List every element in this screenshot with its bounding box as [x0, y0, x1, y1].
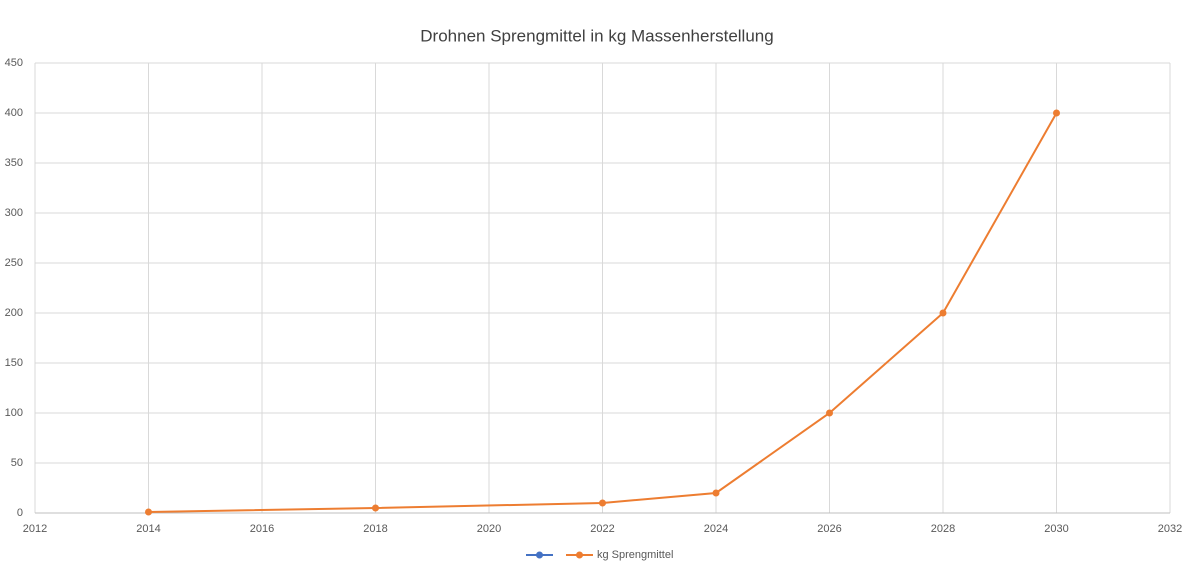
x-tick-label: 2018 [363, 523, 387, 535]
data-point [712, 489, 720, 497]
data-point [145, 508, 152, 516]
x-tick-label: 2022 [590, 523, 614, 535]
y-tick-label: 100 [5, 407, 23, 419]
data-point [1053, 109, 1060, 117]
x-tick-label: 2020 [477, 523, 501, 535]
data-point [826, 409, 833, 417]
data-point [599, 499, 606, 507]
y-tick-label: 50 [11, 457, 23, 469]
x-tick-label: 2026 [817, 523, 841, 535]
y-tick-label: 200 [5, 307, 23, 319]
y-tick-label: 150 [5, 357, 23, 369]
x-tick-label: 2016 [250, 523, 274, 535]
x-tick-label: 2032 [1158, 523, 1182, 535]
y-tick-label: 450 [5, 57, 23, 69]
x-tick-label: 2028 [931, 523, 955, 535]
x-tick-label: 2024 [704, 523, 728, 535]
data-point [372, 504, 379, 512]
chart-title: Drohnen Sprengmittel in kg Massenherstel… [420, 26, 773, 45]
y-tick-label: 300 [5, 207, 23, 219]
y-tick-label: 350 [5, 157, 23, 169]
x-tick-label: 2030 [1044, 523, 1068, 535]
data-point [939, 309, 947, 317]
y-tick-label: 400 [5, 107, 23, 119]
legend-label: kg Sprengmittel [597, 549, 673, 561]
x-tick-label: 2014 [136, 523, 160, 535]
legend-swatch-marker [536, 551, 543, 559]
y-tick-label: 0 [17, 507, 23, 519]
legend-swatch-marker [576, 551, 583, 559]
y-tick-label: 250 [5, 257, 23, 269]
x-tick-label: 2012 [23, 523, 47, 535]
